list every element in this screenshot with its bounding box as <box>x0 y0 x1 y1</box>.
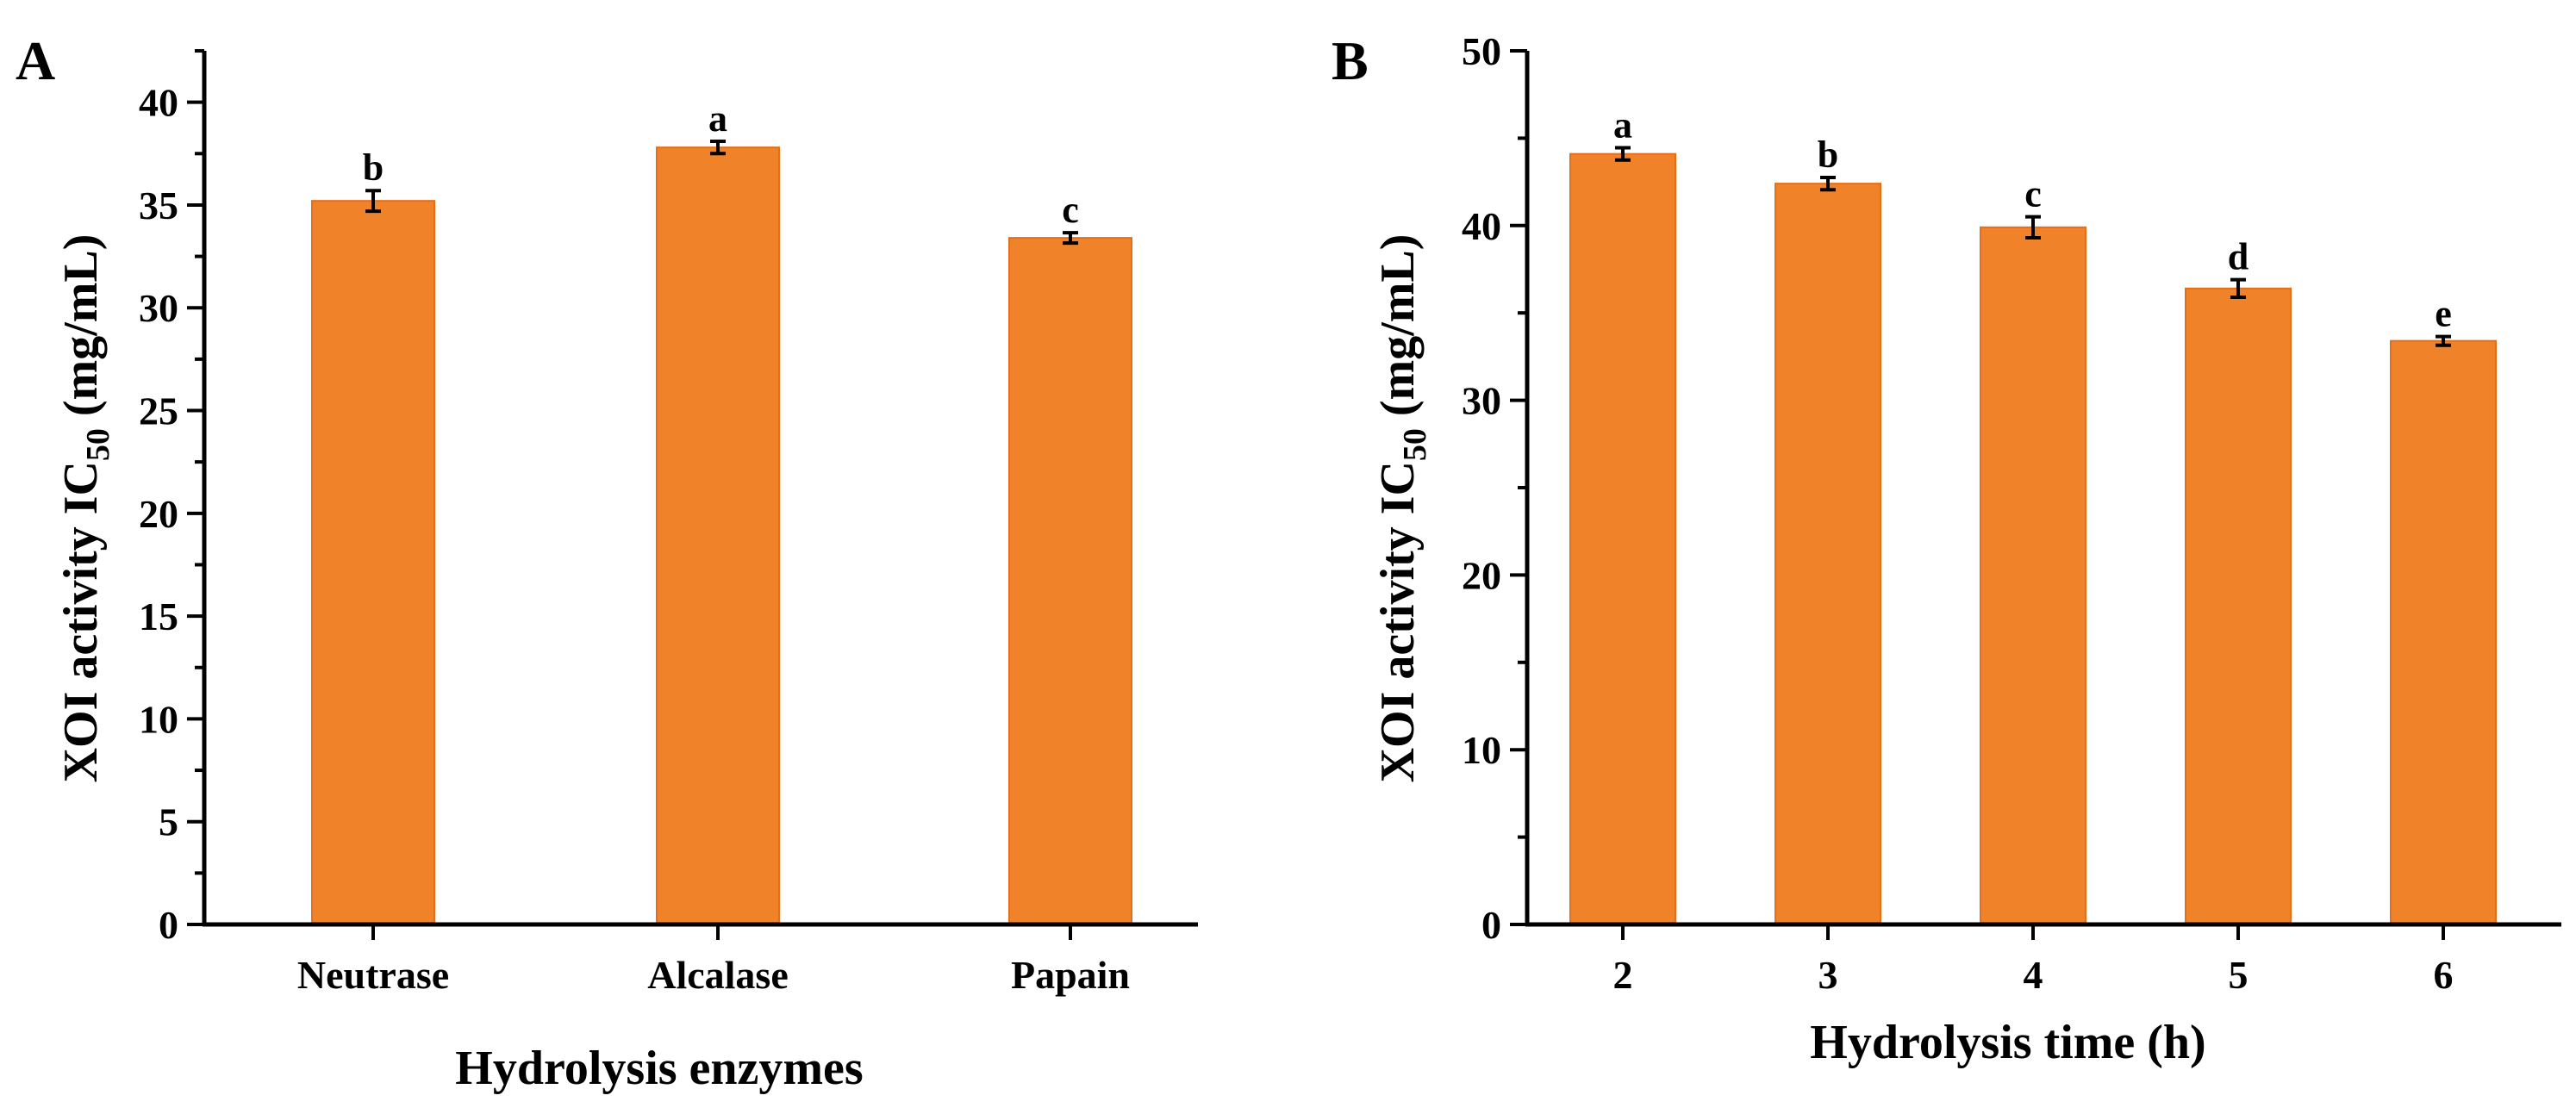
panel-b-significance-label: c <box>2024 173 2042 215</box>
panel-b-bar <box>2390 339 2497 925</box>
panel-a-y-tick-label: 10 <box>139 697 178 741</box>
panel-b-x-axis-title: Hydrolysis time (h) <box>1810 1016 2205 1069</box>
panel-b-y-axis-title-unit: (mg/mL) <box>1371 234 1425 429</box>
panel-a-y-tick-label: 0 <box>159 903 178 947</box>
panel-b-x-tick-label: 3 <box>1818 953 1838 997</box>
panel-a-significance-label: a <box>708 97 727 140</box>
panel-b-chart: B XOI activity IC50 (mg/mL) Hydrolysis t… <box>1332 29 2561 1069</box>
panel-b-y-axis-title-sub: 50 <box>1397 428 1433 461</box>
panel-a-y-axis-title: XOI activity IC50 (mg/mL) <box>54 234 116 783</box>
panel-a-letter: A <box>16 30 55 91</box>
panel-a-bar <box>656 146 780 925</box>
panel-b-x-tick-label: 2 <box>1613 953 1633 997</box>
panel-b-significance-label: d <box>2228 236 2249 278</box>
panel-a-significance-label: c <box>1062 189 1079 231</box>
panel-a-y-axis-title-unit: (mg/mL) <box>54 234 108 429</box>
panel-a-y-tick-label: 20 <box>139 492 178 536</box>
panel-a-y-tick-label: 25 <box>139 389 178 433</box>
panel-a-y-tick-label: 30 <box>139 286 178 330</box>
panel-a-x-tick-label: Alcalase <box>647 953 789 997</box>
panel-a-chart: A XOI activity IC50 (mg/mL) Hydrolysis e… <box>16 30 1198 1095</box>
panel-b-y-tick-label: 50 <box>1462 29 1501 73</box>
panel-b-y-axis-title: XOI activity IC50 (mg/mL) <box>1371 234 1433 783</box>
panel-b-y-tick-label: 0 <box>1481 903 1501 947</box>
panel-a-y-axis-title-sub: 50 <box>80 428 116 461</box>
panel-a-bar <box>311 200 435 925</box>
panel-a-y-tick-label: 5 <box>159 800 178 844</box>
panel-b-y-axis-title-main: XOI activity IC <box>1371 461 1425 782</box>
panel-a-y-tick-label: 35 <box>139 184 178 227</box>
panel-b-significance-label: e <box>2435 293 2452 335</box>
panel-b-y-tick-label: 20 <box>1462 553 1501 597</box>
panel-b-bar <box>1980 226 2086 925</box>
panel-a-y-tick-label: 40 <box>139 81 178 125</box>
panel-b-bar <box>1775 183 1881 926</box>
panel-a-x-axis-title: Hydrolysis enzymes <box>455 1042 863 1095</box>
panel-a-y-axis-title-main: XOI activity IC <box>54 461 108 782</box>
panel-b-bar <box>2185 287 2292 926</box>
panel-b-significance-label: a <box>1613 104 1632 146</box>
panel-a-x-tick-label: Neutrase <box>297 953 449 997</box>
panel-a-x-tick-label: Papain <box>1011 953 1130 997</box>
panel-b-y-tick-label: 10 <box>1462 728 1501 772</box>
panel-b-x-tick-label: 4 <box>2024 953 2043 997</box>
panel-b-x-tick-label: 6 <box>2434 953 2454 997</box>
panel-a-bar <box>1008 237 1132 925</box>
panel-b-y-tick-label: 30 <box>1462 379 1501 423</box>
panel-b-y-tick-label: 40 <box>1462 204 1501 248</box>
panel-a-significance-label: b <box>363 146 384 189</box>
panel-b-x-tick-label: 5 <box>2229 953 2249 997</box>
panel-a-y-tick-label: 15 <box>139 594 178 638</box>
panel-b-letter: B <box>1332 30 1369 91</box>
panel-b-significance-label: b <box>1818 134 1838 176</box>
panel-b-bar <box>1569 152 1676 926</box>
